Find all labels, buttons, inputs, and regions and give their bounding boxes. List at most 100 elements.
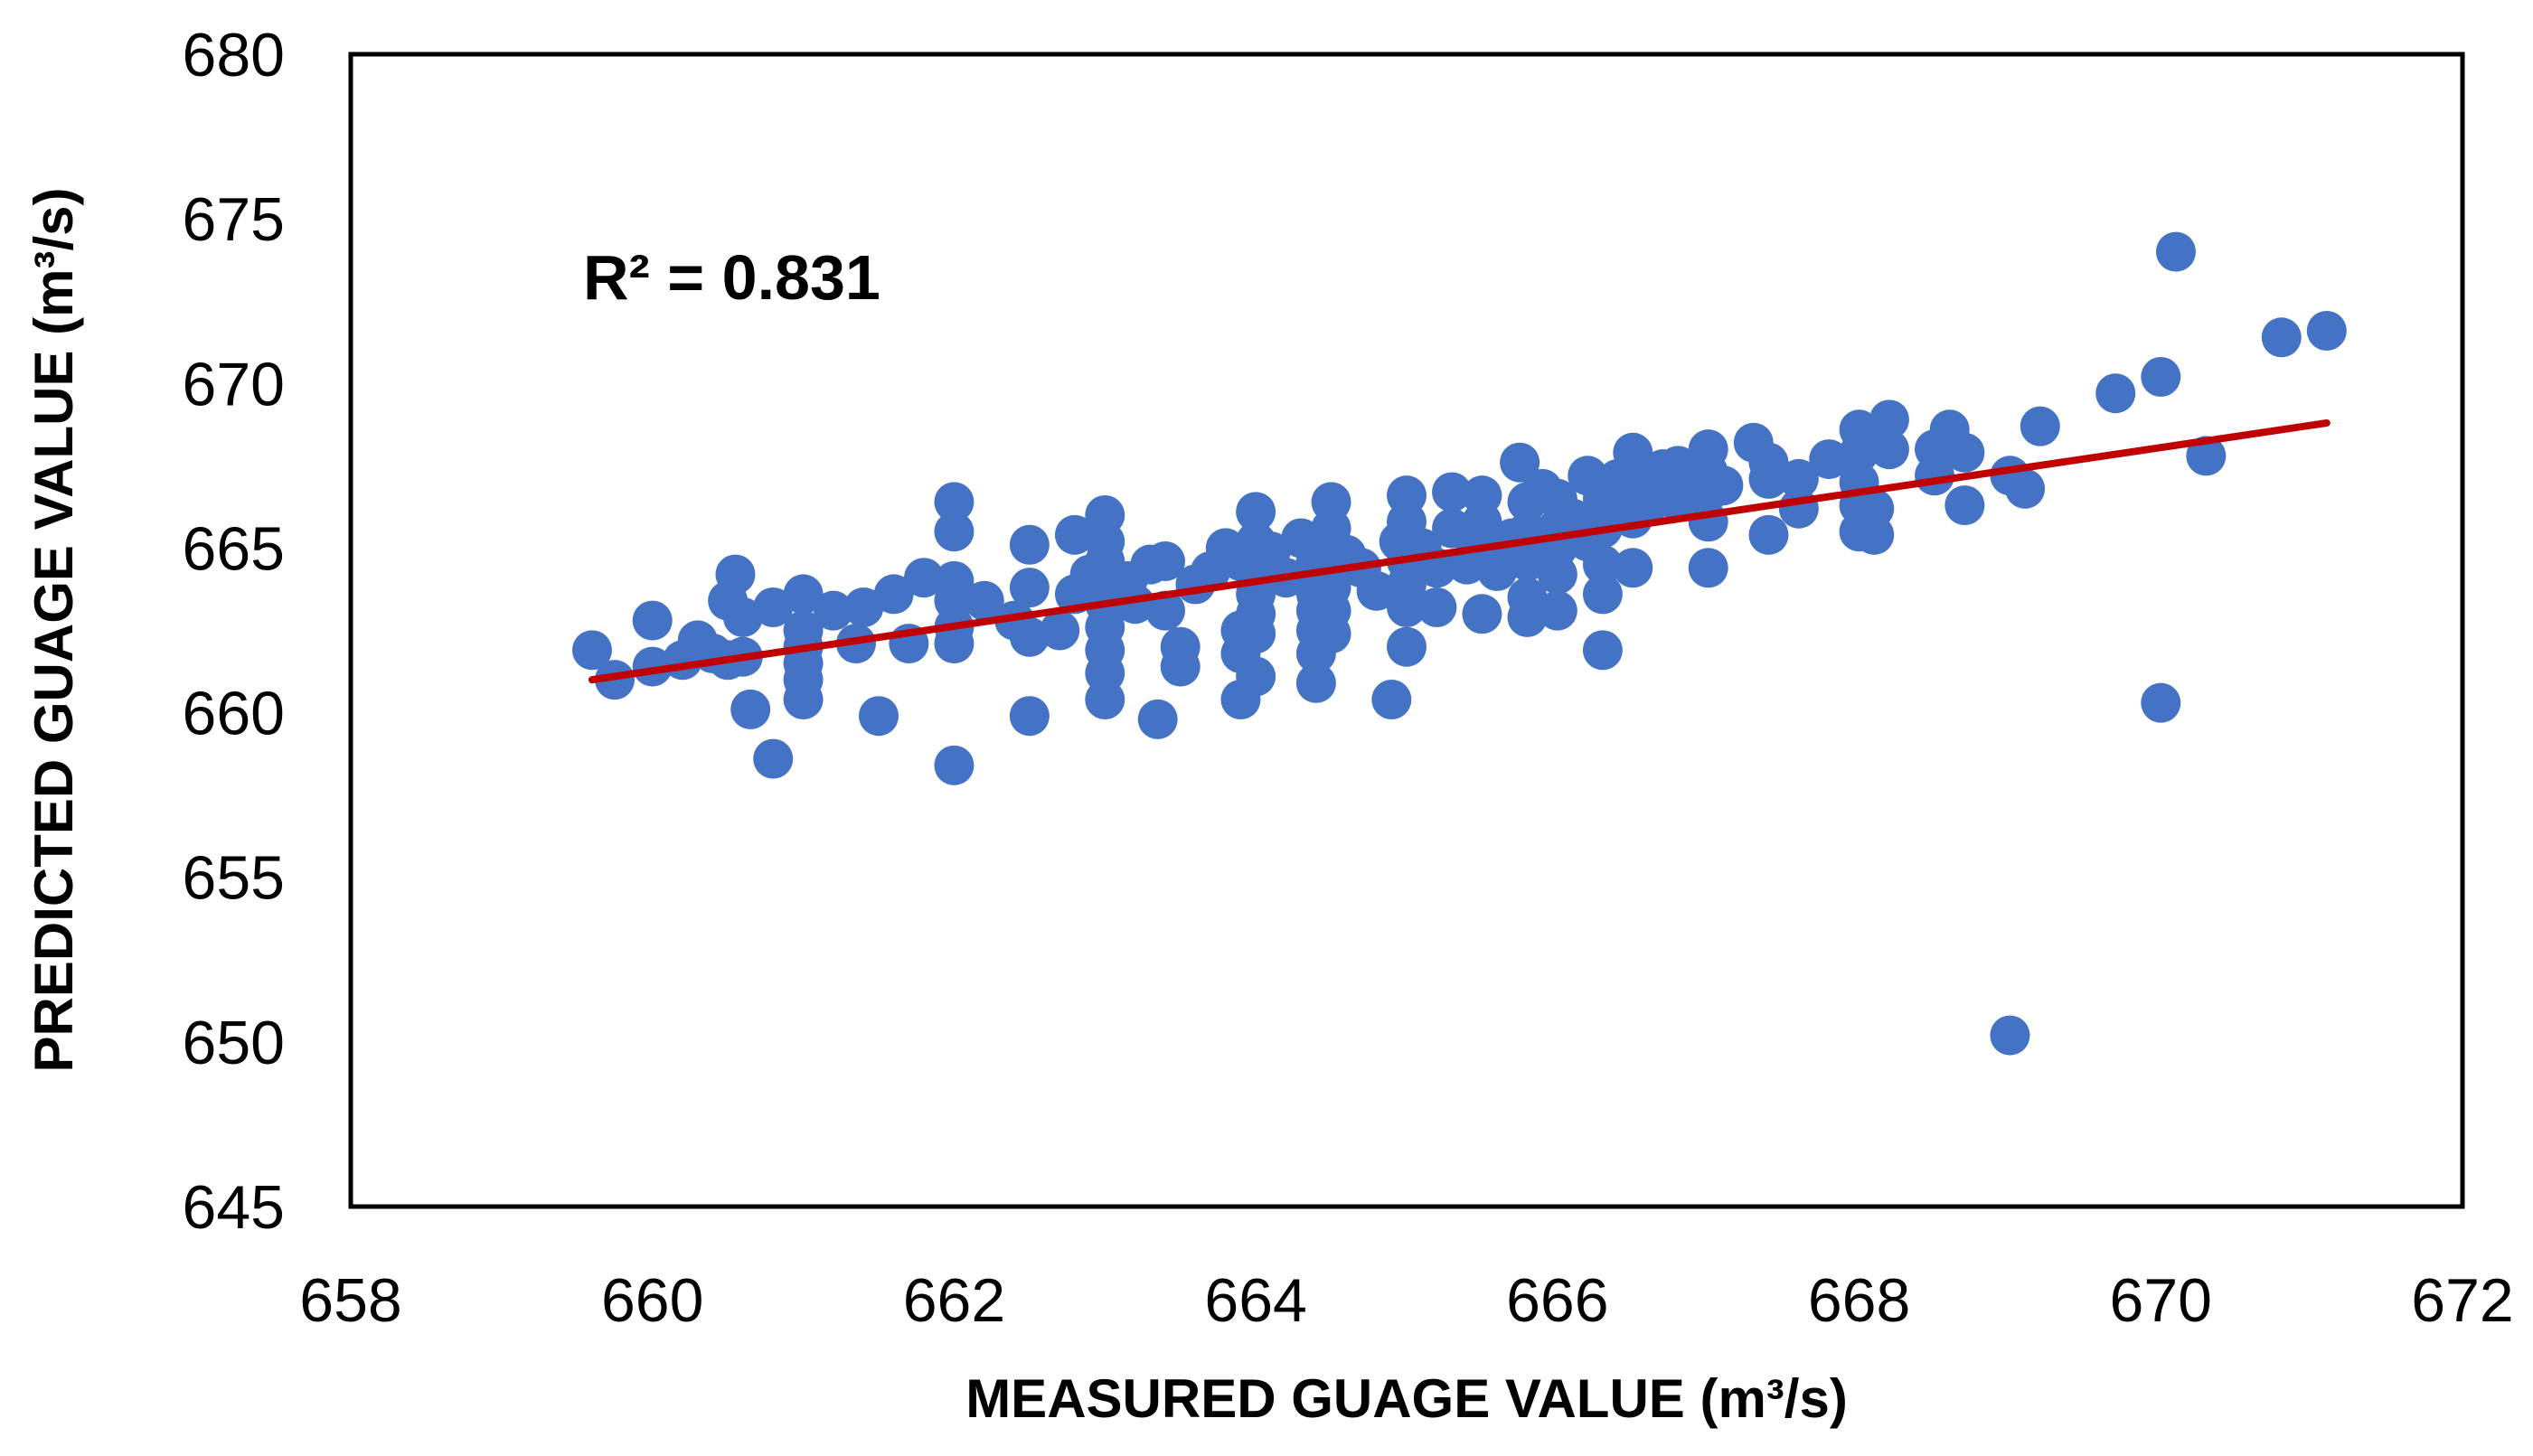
data-point [1295, 662, 1336, 703]
data-point [1009, 568, 1050, 608]
data-point [1778, 458, 1819, 499]
data-point [2005, 468, 2046, 509]
data-point [1839, 432, 1879, 473]
data-point [1009, 524, 1050, 565]
data-point [722, 596, 763, 637]
x-tick-label: 666 [1506, 1266, 1608, 1335]
data-point [813, 590, 853, 631]
data-point [1507, 541, 1548, 581]
data-point [1688, 502, 1728, 542]
data-point [1236, 614, 1276, 654]
data-point [843, 587, 884, 627]
data-point [1085, 680, 1125, 719]
x-tick-label: 662 [903, 1266, 1005, 1335]
data-point [1582, 544, 1623, 585]
data-point [1356, 570, 1397, 611]
data-point [571, 630, 612, 671]
data-point [1613, 548, 1653, 588]
data-point [2020, 406, 2060, 446]
y-axis-ticks: 645 650 655 660 665 670 675 680 [183, 21, 285, 1242]
data-point [873, 574, 914, 615]
data-point [1387, 626, 1427, 667]
data-point [1009, 696, 1050, 737]
data-point [2141, 682, 2181, 723]
data-point [1990, 1015, 2030, 1056]
data-point [934, 512, 975, 552]
y-tick-label: 680 [183, 21, 285, 89]
data-point [730, 689, 771, 729]
x-axis-ticks: 658 660 662 664 666 668 670 672 [299, 1266, 2513, 1335]
data-point [753, 738, 794, 779]
data-point [1009, 616, 1050, 657]
data-point [1387, 587, 1427, 627]
x-tick-label: 658 [299, 1266, 401, 1335]
y-tick-label: 670 [183, 350, 285, 418]
data-point [1809, 439, 1850, 480]
data-point [1944, 432, 1985, 473]
y-tick-label: 665 [183, 514, 285, 583]
data-point [2095, 373, 2136, 414]
x-tick-label: 670 [2110, 1266, 2212, 1335]
data-point [1869, 429, 1909, 470]
r-squared-annotation: R² = 0.831 [583, 242, 880, 313]
data-point [1778, 488, 1819, 529]
y-tick-label: 650 [183, 1009, 285, 1077]
data-point [1944, 485, 1985, 526]
data-point [783, 574, 824, 615]
data-point [1311, 614, 1351, 654]
data-point [1054, 514, 1095, 555]
data-point [2306, 311, 2347, 351]
data-point [1432, 508, 1473, 549]
data-point [1417, 587, 1457, 627]
data-point [1582, 630, 1623, 671]
data-point [1854, 514, 1895, 555]
data-point [1500, 442, 1540, 483]
data-point [2141, 357, 2181, 397]
data-point [753, 587, 794, 627]
y-axis-title: PREDICTED GUAGE VALUE (m³/s) [24, 188, 84, 1073]
data-point [1160, 646, 1201, 687]
data-point [2261, 317, 2302, 358]
data-point [715, 554, 756, 595]
x-tick-label: 668 [1808, 1266, 1910, 1335]
x-tick-label: 672 [2411, 1266, 2513, 1335]
plot-area-border [348, 52, 2465, 1209]
data-point [1145, 541, 1186, 581]
data-point [1748, 514, 1789, 555]
data-point [632, 600, 673, 641]
y-tick-label: 660 [183, 680, 285, 748]
x-tick-label: 664 [1204, 1266, 1306, 1335]
data-point [934, 624, 975, 664]
data-point [859, 696, 899, 737]
data-point [1477, 550, 1518, 591]
data-point [1137, 699, 1178, 739]
data-point [934, 745, 975, 785]
x-tick-label: 660 [601, 1266, 703, 1335]
data-point [1582, 574, 1623, 615]
data-point [1748, 458, 1789, 499]
data-point [2155, 231, 2196, 272]
y-tick-label: 655 [183, 844, 285, 913]
data-point [1115, 584, 1155, 625]
data-point [1688, 548, 1728, 588]
data-point [632, 646, 673, 687]
data-point [1236, 656, 1276, 697]
y-tick-label: 645 [183, 1173, 285, 1242]
data-point [904, 558, 945, 598]
data-point [1869, 399, 1909, 440]
trendline [588, 419, 2331, 684]
data-point [964, 580, 1004, 621]
data-point [1537, 554, 1577, 595]
y-tick-label: 675 [183, 185, 285, 254]
x-axis-title: MEASURED GUAGE VALUE (m³/s) [965, 1368, 1848, 1429]
data-point [1145, 590, 1186, 631]
data-point [1432, 472, 1473, 512]
data-point [1703, 465, 1744, 506]
data-point [1462, 594, 1502, 634]
data-point [1236, 492, 1276, 532]
data-point [783, 680, 824, 719]
data-point [1462, 502, 1502, 542]
data-point [934, 482, 975, 522]
